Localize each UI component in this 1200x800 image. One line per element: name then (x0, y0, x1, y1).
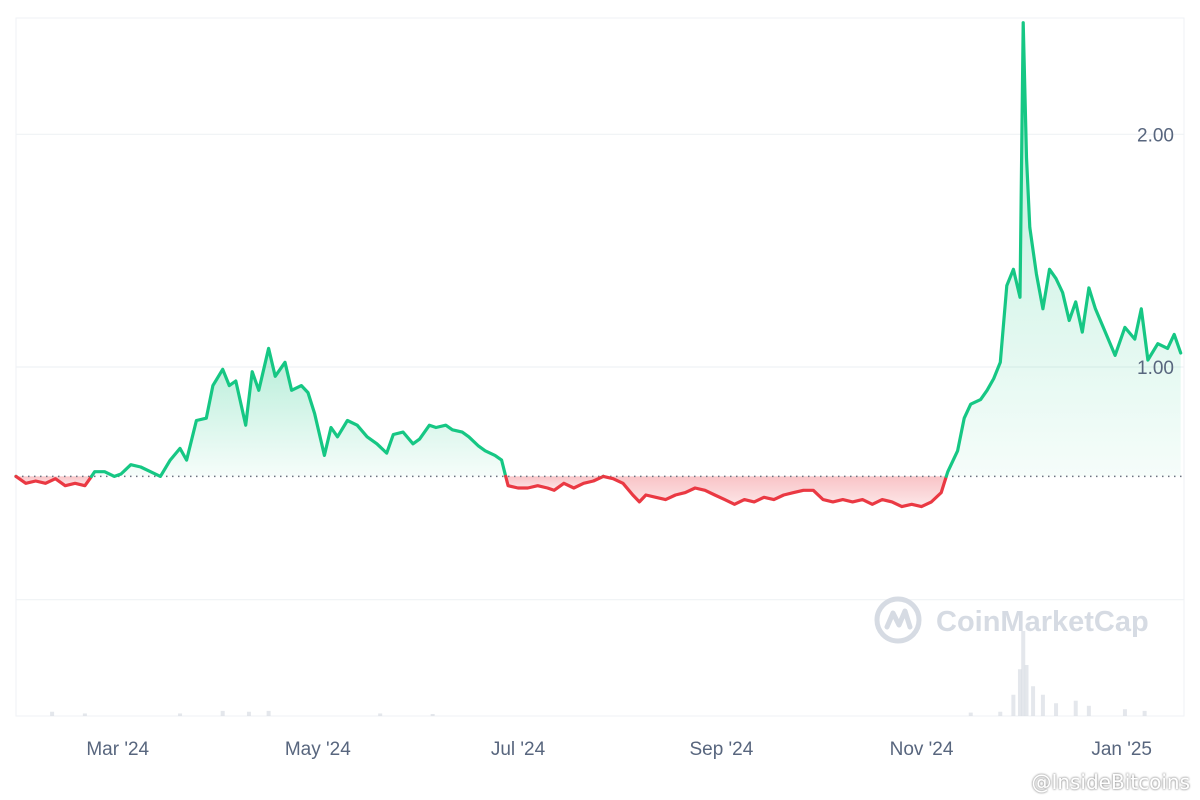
volume-bar (1142, 710, 1147, 716)
volume-bar (1086, 705, 1091, 716)
volume-bar (1073, 700, 1078, 716)
y-tick-label: 1.00 (1137, 358, 1174, 379)
volume-bar (1054, 703, 1059, 716)
volume-bar (178, 713, 183, 716)
price-line-up (944, 21, 1183, 478)
y-tick-label: 2.00 (1137, 125, 1174, 146)
volume-bar (50, 711, 55, 716)
area-fills (16, 22, 1181, 507)
volume-bar (246, 711, 251, 716)
up-area (946, 22, 1181, 477)
x-axis-ticks: Mar '24 May '24 Jul '24 Sep '24 Nov '24 Jan '… (86, 739, 1152, 760)
price-line-down (601, 474, 948, 509)
y-axis-ticks: 2.00 1.00 (1137, 125, 1174, 379)
x-tick-label: Mar '24 (86, 739, 149, 760)
source-credit: @InsideBitcoins (1031, 770, 1190, 794)
volume-bar (1017, 669, 1022, 716)
watermark-brand: CoinMarketCap (936, 606, 1149, 638)
up-area (91, 348, 506, 477)
x-tick-label: May '24 (285, 739, 351, 760)
grid-lines (16, 133, 1184, 601)
volume-bar (968, 712, 973, 716)
price-line-down (14, 474, 94, 488)
price-lines (14, 21, 1183, 509)
x-tick-label: Jan '25 (1091, 739, 1152, 760)
volume-bar (378, 713, 383, 716)
volume-bar (1031, 686, 1036, 716)
volume-bar (1011, 694, 1016, 716)
x-tick-label: Jul '24 (491, 739, 546, 760)
volume-bar (1122, 709, 1127, 716)
x-tick-label: Nov '24 (890, 739, 954, 760)
volume-bar (1024, 665, 1029, 716)
x-tick-label: Sep '24 (689, 739, 753, 760)
price-line-down (504, 474, 605, 492)
volume-bar (1021, 631, 1026, 716)
coinmarketcap-logo-icon (874, 596, 922, 644)
volume-bar (220, 710, 225, 716)
volume-bars (50, 631, 1147, 716)
watermark: CoinMarketCap (874, 596, 1149, 644)
volume-bar (82, 713, 87, 716)
volume-bar (430, 714, 435, 716)
volume-bar (266, 710, 271, 716)
price-line-up (89, 346, 508, 478)
volume-bar (998, 711, 1003, 716)
volume-bar (1040, 694, 1045, 716)
